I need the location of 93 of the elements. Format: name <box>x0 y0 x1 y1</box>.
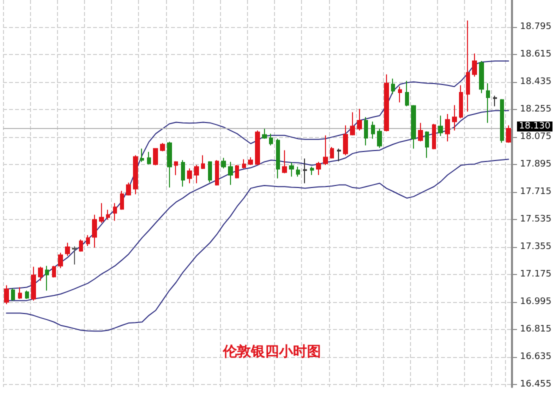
candlestick <box>86 234 90 246</box>
y-tick-label: 17.895 <box>520 159 552 170</box>
y-tick-label: 17.175 <box>520 270 552 280</box>
y-tick-label: 16.635 <box>520 352 552 362</box>
candlestick <box>228 161 233 186</box>
candlestick <box>337 148 341 162</box>
candlestick <box>391 78 395 95</box>
candlestick <box>350 112 355 136</box>
candlestick <box>472 53 477 78</box>
y-tick-label: 18.255 <box>520 104 552 114</box>
y-tick-label: 17.715 <box>520 186 552 197</box>
candlestick <box>45 265 49 292</box>
y-tick-label: 17.535 <box>520 214 552 225</box>
candlestick <box>445 113 450 142</box>
candlestick <box>194 164 199 184</box>
candlestick <box>72 246 77 265</box>
candlestick <box>493 95 497 107</box>
y-tick-label: 18.075 <box>520 132 552 142</box>
candlestick <box>289 162 294 178</box>
candlestick <box>371 121 375 140</box>
candlestick <box>65 242 70 256</box>
candlestick <box>208 160 212 183</box>
candlestick <box>411 104 416 150</box>
candlestick <box>25 290 29 300</box>
line-series <box>6 158 510 332</box>
candlestick <box>99 202 104 224</box>
candlestick <box>113 202 117 222</box>
candlestick <box>384 74 389 132</box>
candlestick <box>18 286 22 300</box>
candlestick <box>310 166 314 176</box>
candlestick <box>79 239 83 252</box>
candlestick <box>262 128 267 140</box>
candlestick <box>452 104 457 131</box>
line-series <box>6 60 510 290</box>
candlestick <box>31 266 36 302</box>
candlestick <box>343 124 348 156</box>
candlestick <box>418 122 423 142</box>
candlestick <box>106 209 110 220</box>
candlestick <box>282 150 287 174</box>
candlestick <box>459 84 463 119</box>
candlestick <box>235 164 239 179</box>
candlestick <box>323 134 328 166</box>
candlestick <box>187 168 192 184</box>
candlestick <box>167 141 172 188</box>
candlestick <box>425 130 429 158</box>
candlestick <box>160 142 165 152</box>
candlestick <box>242 158 246 169</box>
candlestick <box>316 161 321 176</box>
candlestick <box>486 82 490 124</box>
candlestick <box>133 154 138 195</box>
candlestick <box>479 60 484 94</box>
y-tick-label: 18.435 <box>520 76 552 87</box>
candlestick <box>140 148 144 162</box>
candlestick <box>38 266 43 282</box>
candlestick <box>201 154 205 170</box>
candlestick <box>269 133 273 146</box>
candlestick <box>398 86 402 103</box>
ref-line-label: 18.130 <box>519 121 551 132</box>
candlestick <box>4 284 9 305</box>
candlestick <box>92 214 97 248</box>
candlestick <box>432 123 436 150</box>
candlestick <box>221 157 226 169</box>
candlestick <box>303 158 307 184</box>
candlestick <box>466 20 470 112</box>
candlestick <box>147 151 151 165</box>
candlestick <box>405 80 409 107</box>
y-tick-label: 18.615 <box>520 49 552 60</box>
candlestick <box>255 130 260 166</box>
candlestick <box>364 116 368 146</box>
candlestick <box>500 98 504 144</box>
candlestick <box>438 115 443 136</box>
candlestick <box>276 138 280 179</box>
y-tick-label: 16.815 <box>520 324 552 335</box>
candlestick <box>330 146 334 159</box>
candlestick <box>357 108 362 131</box>
candlestick <box>506 124 511 144</box>
y-tick-label: 16.455 <box>520 380 552 390</box>
y-tick-label: 17.355 <box>520 242 552 252</box>
candlestick <box>120 190 124 210</box>
candlestick <box>248 156 253 166</box>
candlestick <box>52 265 56 278</box>
candlestick <box>153 148 158 166</box>
candlestick <box>174 160 178 176</box>
text: 伦敦银四小时图 <box>222 343 321 360</box>
candlestick <box>11 288 15 302</box>
y-tick-label: 16.995 <box>520 297 552 308</box>
candlestick <box>296 166 300 178</box>
candlestick <box>181 160 185 188</box>
candlestick <box>126 182 131 196</box>
candlestick <box>215 160 219 186</box>
candlestick <box>58 252 63 269</box>
y-tick-label: 18.795 <box>520 22 552 32</box>
candlestick <box>377 128 382 148</box>
